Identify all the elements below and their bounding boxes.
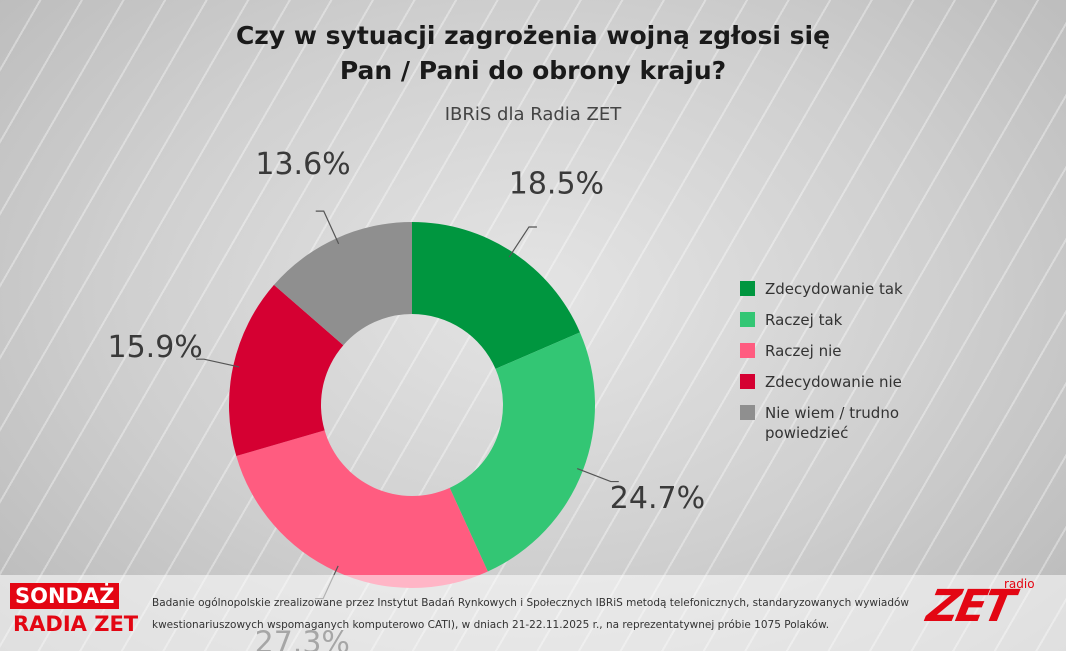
data-label: 15.9% bbox=[107, 330, 202, 365]
leader-line bbox=[315, 210, 340, 245]
logo-caption: radio bbox=[1004, 577, 1035, 591]
slice bbox=[236, 430, 488, 588]
legend-swatch bbox=[740, 312, 755, 327]
chart-subtitle: IBRiS dla Radia ZET bbox=[444, 104, 622, 125]
leader-line bbox=[576, 468, 619, 483]
legend-entry: Raczej tak bbox=[740, 310, 915, 330]
legend-entry: Zdecydowanie nie bbox=[740, 372, 915, 392]
leader-line bbox=[508, 226, 537, 258]
data-label: 18.5% bbox=[509, 167, 604, 202]
slice bbox=[229, 284, 344, 457]
footer: SONDAŻ RADIA ZET Badanie ogólnopolskie z… bbox=[0, 575, 1066, 651]
badge: RADIA ZET bbox=[13, 612, 139, 636]
logo: ZET bbox=[922, 581, 1017, 632]
legend-entry: Raczej nie bbox=[740, 341, 915, 361]
slice bbox=[449, 332, 595, 572]
slice bbox=[273, 222, 412, 346]
chart-title: Czy w sytuacji zagrożenia wojną zgłosi s… bbox=[235, 21, 831, 85]
slice bbox=[412, 222, 580, 369]
legend-swatch bbox=[740, 343, 755, 358]
legend-label: Zdecydowanie nie bbox=[765, 373, 902, 391]
legend-label: Raczej nie bbox=[765, 342, 842, 360]
badge: SONDAŻ bbox=[10, 583, 120, 609]
data-label: 24.7% bbox=[610, 481, 705, 516]
method-note: Badanie ogólnopolskie zrealizowane przez… bbox=[152, 597, 909, 631]
legend-swatch bbox=[740, 374, 755, 389]
legend-entry: Zdecydowanie tak bbox=[740, 279, 915, 299]
legend-swatch bbox=[740, 281, 755, 296]
data-label: 13.6% bbox=[255, 147, 350, 182]
legend-label: Nie wiem / trudno powiedzieć bbox=[765, 404, 900, 442]
legend-label: Zdecydowanie tak bbox=[765, 280, 903, 298]
legend-swatch bbox=[740, 405, 755, 420]
legend-entry: Nie wiem / trudno powiedzieć bbox=[740, 403, 915, 443]
leader-line bbox=[195, 358, 240, 368]
legend-label: Raczej tak bbox=[765, 311, 843, 329]
